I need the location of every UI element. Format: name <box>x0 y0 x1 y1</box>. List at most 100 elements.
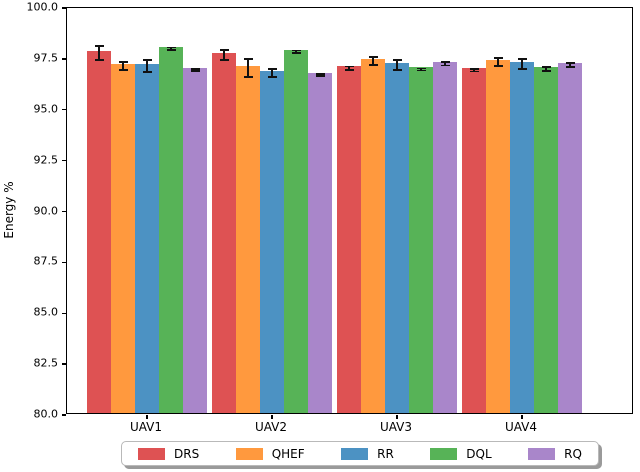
bar-rr-uav2 <box>260 71 284 413</box>
y-tick-label: 87.5 <box>33 254 59 268</box>
error-bar <box>569 62 571 67</box>
error-bar <box>223 49 225 60</box>
y-tick-mark <box>61 210 66 213</box>
legend-item-qhef: QHEF <box>235 446 305 461</box>
error-bar-cap <box>94 44 104 47</box>
legend-label: RQ <box>564 446 582 461</box>
error-bar-cap <box>219 58 229 61</box>
x-tick-mark <box>271 414 273 419</box>
plot-area <box>61 7 633 419</box>
bar-dql-uav1 <box>159 46 183 413</box>
bar-qhef-uav1 <box>111 64 135 413</box>
legend-swatch-qhef <box>235 447 263 460</box>
y-tick-label: 92.5 <box>33 153 59 167</box>
error-bar-cap <box>517 68 527 70</box>
error-bar-cap <box>315 73 325 76</box>
x-tick-mark <box>146 414 148 419</box>
legend-swatch-rr <box>341 447 369 460</box>
bar-rq-uav4 <box>558 62 582 413</box>
y-tick-label: 85.0 <box>33 305 59 319</box>
bar-rq-uav1 <box>183 68 207 413</box>
error-bar <box>98 45 100 60</box>
bar-rr-uav3 <box>385 62 409 413</box>
error-bar <box>444 62 446 66</box>
x-tick-mark <box>396 414 398 419</box>
error-bar <box>194 69 196 72</box>
error-bar-cap <box>267 76 277 79</box>
x-tick-mark <box>521 414 523 419</box>
bar-rr-uav1 <box>135 64 159 413</box>
error-bar-cap <box>565 66 575 68</box>
error-bar-cap <box>219 48 229 51</box>
error-bar <box>372 56 374 65</box>
x-tick-label: UAV2 <box>254 420 288 434</box>
error-bar-cap <box>565 62 575 64</box>
error-bar-cap <box>440 61 450 64</box>
error-bar-cap <box>291 52 301 54</box>
error-bar-cap <box>243 76 253 79</box>
bar-drs-uav1 <box>87 50 111 413</box>
error-bar-cap <box>315 75 325 77</box>
legend-swatch-dql <box>430 447 458 460</box>
y-axis-label: Energy % <box>2 181 16 239</box>
error-bar-cap <box>291 49 301 52</box>
y-tick-label: 97.5 <box>33 51 59 65</box>
bar-rq-uav2 <box>308 73 332 413</box>
error-bar-cap <box>118 69 128 71</box>
y-tick-label: 80.0 <box>33 407 59 421</box>
error-bar-cap <box>493 65 503 67</box>
y-tick-mark <box>61 7 66 9</box>
bar-drs-uav4 <box>462 68 486 413</box>
error-bar-cap <box>344 65 354 68</box>
error-bar-cap <box>118 61 128 63</box>
y-tick-mark <box>61 363 66 365</box>
error-bar <box>473 68 475 72</box>
legend-item-rr: RR <box>341 446 394 461</box>
legend-swatch-drs <box>138 447 165 460</box>
y-tick-label: 95.0 <box>33 102 59 116</box>
bar-dql-uav4 <box>534 67 558 413</box>
error-bar <box>545 67 547 72</box>
error-bar-cap <box>416 69 426 72</box>
error-bar-cap <box>469 67 479 70</box>
error-bar-cap <box>392 58 402 61</box>
legend-label: DQL <box>466 446 492 461</box>
y-tick-label: 100.0 <box>26 0 59 14</box>
error-bar <box>170 47 172 50</box>
error-bar <box>295 50 297 53</box>
error-bar-cap <box>392 69 402 71</box>
legend-label: RR <box>377 446 394 461</box>
legend-swatch-rq <box>528 447 556 460</box>
error-bar-cap <box>166 46 176 49</box>
bar-drs-uav2 <box>212 52 236 413</box>
error-bar <box>122 61 124 71</box>
legend: DRS QHEF RR DQL RQ <box>121 441 599 466</box>
error-bar-cap <box>368 64 378 66</box>
legend-label: DRS <box>174 446 200 461</box>
error-bar <box>396 59 398 71</box>
error-bar-cap <box>493 56 503 59</box>
error-bar-cap <box>166 49 176 51</box>
error-bar <box>420 68 422 71</box>
error-bar-cap <box>541 66 551 68</box>
error-bar-cap <box>344 68 354 71</box>
error-bar <box>247 58 249 78</box>
bar-qhef-uav2 <box>236 66 260 413</box>
bar-qhef-uav3 <box>361 58 385 413</box>
error-bar-cap <box>142 58 152 61</box>
error-bar <box>497 57 499 66</box>
error-bar-cap <box>267 68 277 70</box>
error-bar-cap <box>517 57 527 60</box>
error-bar-cap <box>368 55 378 58</box>
x-tick-label: UAV4 <box>504 420 538 434</box>
y-tick-mark <box>61 261 66 264</box>
bar-rr-uav4 <box>510 61 534 413</box>
bar-rq-uav3 <box>433 61 457 413</box>
legend-label: QHEF <box>271 446 305 461</box>
legend-item-dql: DQL <box>430 446 492 461</box>
legend-item-rq: RQ <box>528 446 582 461</box>
bar-dql-uav2 <box>284 49 308 413</box>
x-tick-label: UAV1 <box>129 420 163 434</box>
y-tick-mark <box>61 109 66 111</box>
